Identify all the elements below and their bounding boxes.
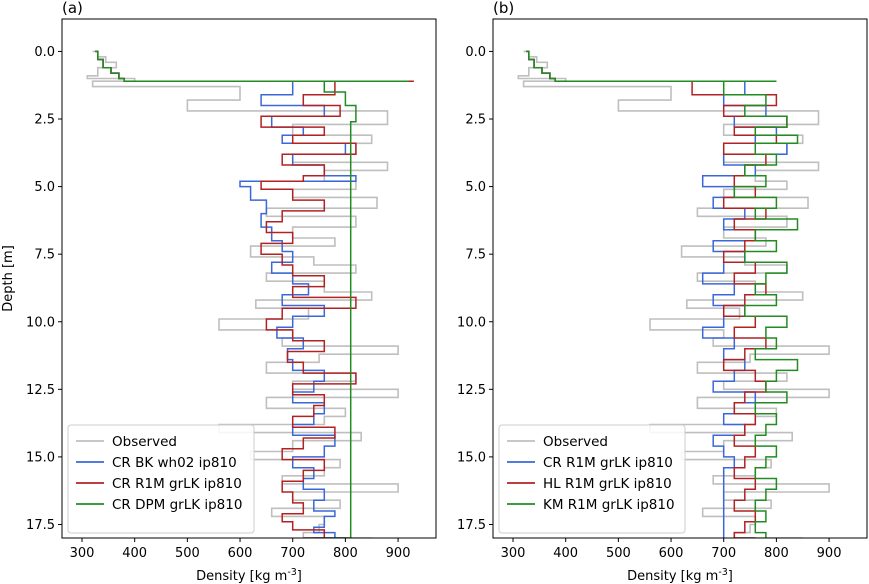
x-tick-label: 900: [386, 546, 411, 561]
plot-area: [517, 50, 830, 538]
y-tick-label: 0.0: [465, 45, 486, 60]
y-tick-label: 2.5: [465, 113, 486, 128]
plot-frame: [492, 18, 868, 539]
x-tick-label: 400: [553, 546, 578, 561]
series-line-hl-r1m-grlk-ip810: [526, 50, 788, 538]
y-tick-label: 15.0: [457, 450, 486, 465]
legend-box: [498, 424, 686, 534]
series-line-km-r1m-grlk-ip810: [526, 50, 799, 538]
plot-area: [86, 50, 414, 538]
y-tick-label: 7.5: [34, 248, 55, 263]
series-line-cr-dpm-grlk-ip810: [95, 50, 409, 538]
x-tick-label: 500: [606, 546, 631, 561]
panel-label: (a): [62, 0, 83, 17]
x-tick-label: 800: [333, 546, 358, 561]
x-tick-label: 300: [501, 546, 526, 561]
legend-entry: CR DPM grLK ip810: [112, 497, 242, 513]
x-tick-label: 500: [175, 546, 200, 561]
y-tick-label: 5.0: [34, 180, 55, 195]
y-tick-label: 12.5: [26, 383, 55, 398]
legend-entry: CR BK wh02 ip810: [112, 455, 237, 471]
legend-box: [67, 424, 255, 534]
y-tick-label: 5.0: [465, 180, 486, 195]
y-tick-label: 7.5: [465, 248, 486, 263]
y-tick-label: 2.5: [34, 113, 55, 128]
x-axis-label: Density [kg m-3]: [627, 567, 733, 584]
x-tick-label: 800: [764, 546, 789, 561]
chart-panel-2: 300 400 500 600 700 800 900 0.0 2.5 5.0 7.5 10.0 12.…: [457, 0, 868, 584]
x-axis-label: Density [kg m-3]: [196, 567, 302, 584]
legend-entry: CR R1M grLK ip810: [112, 476, 242, 492]
plot-frame: [61, 18, 437, 539]
y-tick-label: 10.0: [26, 315, 55, 330]
chart-panel-1: 300 400 500 600 700 800 900 0.0 2.5 5.0 7.5 10.0 12.…: [1, 0, 437, 584]
x-tick-label: 600: [228, 546, 253, 561]
y-tick-label: 17.5: [26, 518, 55, 533]
legend-entry: Observed: [112, 434, 177, 450]
x-tick-label: 300: [70, 546, 95, 561]
x-tick-label: 400: [122, 546, 147, 561]
y-axis-label: Depth [m]: [1, 245, 16, 312]
y-tick-label: 0.0: [34, 45, 55, 60]
legend-entry: CR R1M grLK ip810: [543, 455, 673, 471]
legend: Observed CR R1M grLK ip810 HL R1M grLK ip8…: [498, 424, 686, 534]
panel-label: (b): [493, 0, 514, 17]
legend-entry: KM R1M grLK ip810: [543, 497, 675, 513]
x-tick-label: 900: [817, 546, 842, 561]
series-line-cr-r1m-grlk-ip810: [95, 50, 414, 538]
x-tick-label: 600: [659, 546, 684, 561]
series-line-observed: [86, 50, 399, 538]
y-tick-label: 12.5: [457, 383, 486, 398]
legend-entry: Observed: [543, 434, 608, 450]
legend: Observed CR BK wh02 ip810 CR R1M grLK ip81…: [67, 424, 255, 534]
legend-entry: HL R1M grLK ip810: [543, 476, 672, 492]
x-tick-label: 700: [280, 546, 305, 561]
y-tick-label: 15.0: [26, 450, 55, 465]
x-tick-label: 700: [711, 546, 736, 561]
y-tick-label: 17.5: [457, 518, 486, 533]
y-tick-label: 10.0: [457, 315, 486, 330]
